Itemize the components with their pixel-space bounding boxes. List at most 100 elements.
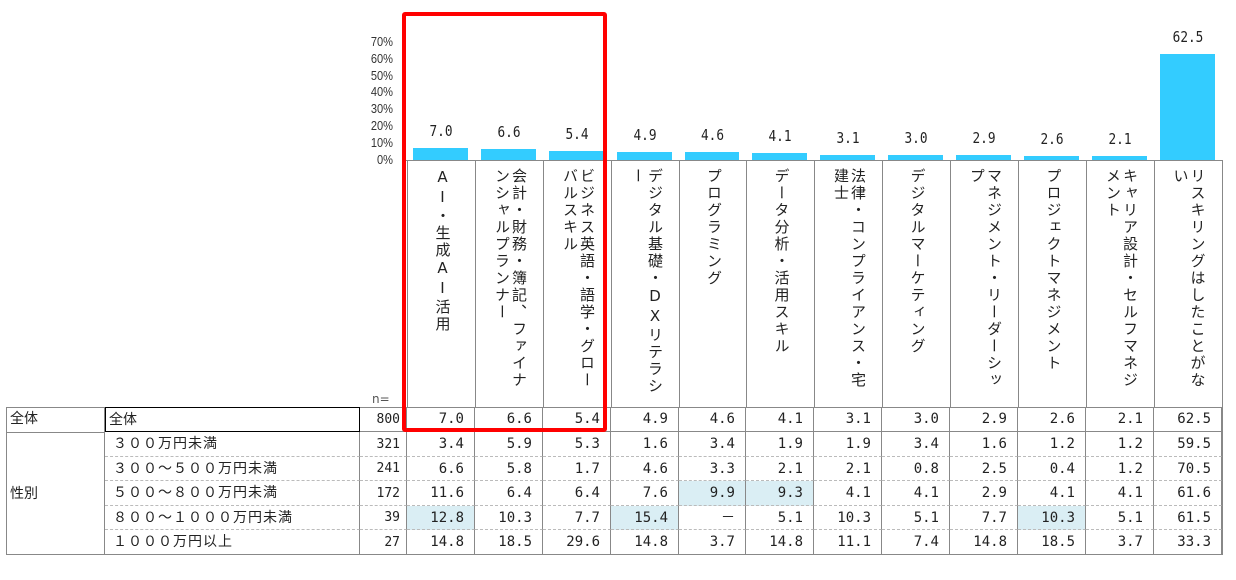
cell-value: 0.4 — [1018, 457, 1086, 481]
category-header: デジタルマーケティング — [882, 160, 951, 407]
y-axis-tick: 60% — [370, 50, 393, 66]
category-header: プログラミング — [679, 160, 747, 407]
cell-value: 59.5 — [1154, 432, 1222, 457]
cell-value: 1.9 — [746, 432, 814, 457]
category-label: 会計・財務・簿記、ファイナンシャルプランナー — [493, 168, 528, 389]
category-header: プロジェクトマネジメント — [1018, 160, 1087, 407]
bar-value-label: 3.1 — [836, 128, 860, 147]
cell-value: 18.5 — [1018, 530, 1086, 555]
n-label: n= — [372, 392, 390, 406]
category-header: キャリア設計・セルフマネジメント — [1086, 160, 1155, 407]
cell-value: 1.2 — [1018, 432, 1086, 457]
total-value: 2.6 — [1018, 407, 1086, 432]
cell-value: 3.3 — [679, 457, 746, 481]
y-axis-tick: 10% — [370, 135, 393, 151]
y-axis-tick: 70% — [370, 33, 393, 49]
total-value: 2.1 — [1086, 407, 1154, 432]
total-value: 7.0 — [407, 407, 475, 432]
cell-value: 2.9 — [950, 481, 1018, 506]
category-header: 法律・コンプライアンス・宅建士 — [814, 160, 883, 407]
cell-value: 10.3 — [814, 506, 882, 530]
cell-value: 5.3 — [543, 432, 611, 457]
category-header: AI・生成AI活用 — [407, 160, 476, 407]
total-value: 6.6 — [475, 407, 543, 432]
category-label: リスキリングはしたことがない — [1171, 168, 1207, 389]
bar — [956, 155, 1011, 160]
row-group-label: 全体 — [6, 407, 105, 432]
bar-value-label: 2.1 — [1108, 130, 1132, 149]
y-axis-tick: 0% — [377, 152, 393, 167]
category-header: ビジネス英語・語学・グローバルスキル — [543, 160, 612, 407]
total-value: 2.9 — [950, 407, 1018, 432]
cell-value: 5.1 — [1086, 506, 1154, 530]
bar-value-label: 2.6 — [1040, 129, 1064, 148]
bar — [820, 154, 875, 160]
cell-value: 9.3 — [746, 481, 814, 506]
bar-value-label: 4.6 — [700, 126, 725, 145]
bar — [1024, 155, 1079, 160]
cell-value: 7.4 — [882, 530, 950, 555]
y-axis-tick: 20% — [370, 118, 393, 134]
cell-value: 4.1 — [882, 481, 950, 506]
row-n: 241 — [360, 457, 407, 481]
cell-value: 6.4 — [543, 481, 611, 506]
row-n: 27 — [360, 530, 407, 555]
bar-value-label: 2.9 — [972, 129, 996, 148]
cell-value: 2.1 — [746, 457, 814, 481]
bar-value-label: 6.6 — [497, 122, 521, 141]
bar — [752, 153, 807, 160]
bar — [481, 148, 536, 160]
cell-value: 70.5 — [1154, 457, 1222, 481]
category-label: ビジネス英語・語学・グローバルスキル — [561, 168, 596, 389]
cell-value: 4.6 — [611, 457, 679, 481]
cell-value: 11.6 — [407, 481, 475, 506]
cell-value: 18.5 — [475, 530, 543, 555]
cell-value: 1.6 — [611, 432, 679, 457]
total-value: 4.1 — [746, 407, 814, 432]
total-value: 62.5 — [1154, 407, 1222, 432]
category-header: デジタル基礎・DXリテラシー — [611, 160, 680, 407]
total-value: 3.0 — [882, 407, 950, 432]
cell-value: 7.7 — [543, 506, 611, 530]
cell-value: 2.5 — [950, 457, 1018, 481]
category-header: 会計・財務・簿記、ファイナンシャルプランナー — [475, 160, 544, 407]
cell-value: 14.8 — [407, 530, 475, 555]
row-label: ８００～１０００万円未満 — [105, 506, 360, 530]
cell-value: 4.1 — [1086, 481, 1154, 506]
cell-value: 5.9 — [475, 432, 543, 457]
row-label: ５００～８００万円未満 — [105, 481, 360, 506]
row-n: 39 — [360, 506, 407, 530]
cell-value: 1.9 — [814, 432, 882, 457]
category-label: プロジェクトマネジメント — [1044, 168, 1063, 372]
category-label: プログラミング — [705, 168, 723, 287]
total-value: 5.4 — [543, 407, 611, 432]
cell-value: － — [679, 506, 746, 530]
y-axis-tick: 40% — [370, 84, 393, 100]
cell-value: 1.2 — [1086, 457, 1154, 481]
bar-value-label: 4.9 — [633, 125, 657, 144]
category-label: キャリア設計・セルフマネジメント — [1104, 168, 1139, 389]
category-label: デジタル基礎・DXリテラシー — [629, 168, 664, 395]
cell-value: 1.2 — [1086, 432, 1154, 457]
cell-value: 14.8 — [746, 530, 814, 555]
category-header: リスキリングはしたことがない — [1154, 160, 1223, 407]
cell-value: 2.1 — [814, 457, 882, 481]
category-label: マネジメント・リーダーシップ — [968, 168, 1003, 389]
cell-value: 10.3 — [475, 506, 543, 530]
cell-value: 11.1 — [814, 530, 882, 555]
row-label: ３００～５００万円未満 — [105, 457, 360, 481]
x-axis-line — [405, 160, 1222, 161]
cell-value: 3.7 — [1086, 530, 1154, 555]
cell-value: 5.1 — [882, 506, 950, 530]
category-label: デジタルマーケティング — [908, 168, 927, 355]
cell-value: 7.7 — [950, 506, 1018, 530]
bar-value-label: 7.0 — [429, 122, 453, 141]
category-label: データ分析・活用スキル — [772, 168, 791, 355]
row-label: ３００万円未満 — [105, 432, 360, 457]
cell-value: 33.3 — [1154, 530, 1222, 555]
cell-value: 9.9 — [679, 481, 746, 506]
row-n: 321 — [360, 432, 407, 457]
cell-value: 5.1 — [746, 506, 814, 530]
total-value: 3.1 — [814, 407, 882, 432]
category-header: マネジメント・リーダーシップ — [950, 160, 1019, 407]
